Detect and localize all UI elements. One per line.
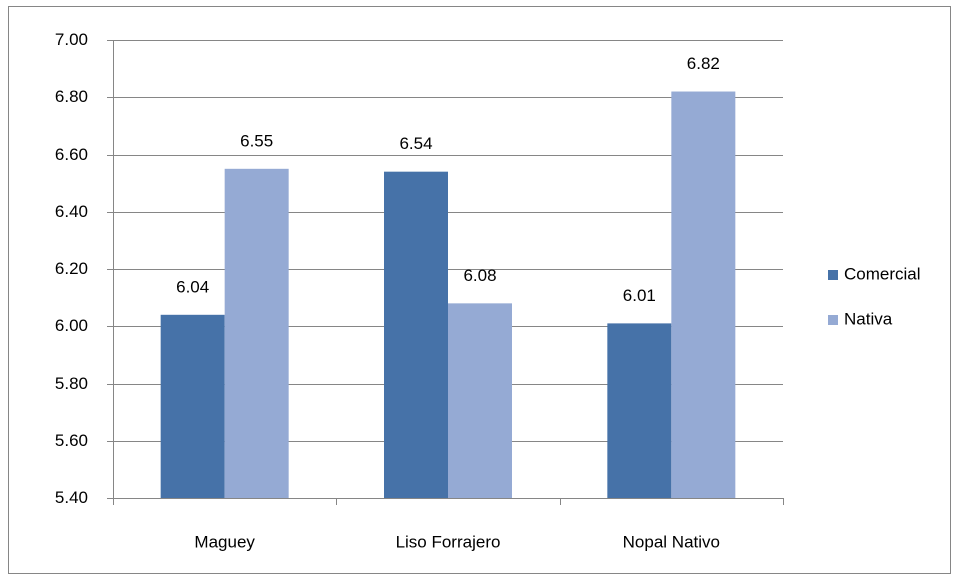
x-tick-label: Maguey: [194, 532, 255, 551]
data-label: 6.54: [399, 134, 432, 153]
bar: [448, 303, 512, 498]
data-label: 6.08: [463, 266, 496, 285]
data-label: 6.01: [623, 286, 656, 305]
data-label: 6.04: [176, 277, 209, 296]
legend-label: Nativa: [844, 309, 893, 328]
y-tick-label: 6.60: [55, 145, 88, 164]
y-tick-label: 6.20: [55, 259, 88, 278]
bar: [384, 171, 448, 499]
data-label: 6.82: [687, 54, 720, 73]
legend-swatch: [828, 315, 838, 325]
legend-swatch: [828, 270, 838, 280]
y-tick-label: 7.00: [55, 30, 88, 49]
bar: [607, 323, 672, 498]
legend-label: Comercial: [844, 264, 921, 283]
y-tick-label: 6.80: [55, 87, 88, 106]
y-tick-label: 5.80: [55, 374, 88, 393]
y-tick-label: 5.40: [55, 488, 88, 507]
y-tick-label: 6.00: [55, 316, 88, 335]
y-tick-label: 6.40: [55, 202, 88, 221]
x-tick-label: Nopal Nativo: [623, 532, 720, 551]
data-label: 6.55: [240, 131, 273, 150]
y-tick-label: 5.60: [55, 431, 88, 450]
x-tick-label: Liso Forrajero: [396, 532, 501, 551]
bar: [160, 314, 225, 498]
bar: [671, 91, 736, 499]
bar: [224, 168, 289, 498]
